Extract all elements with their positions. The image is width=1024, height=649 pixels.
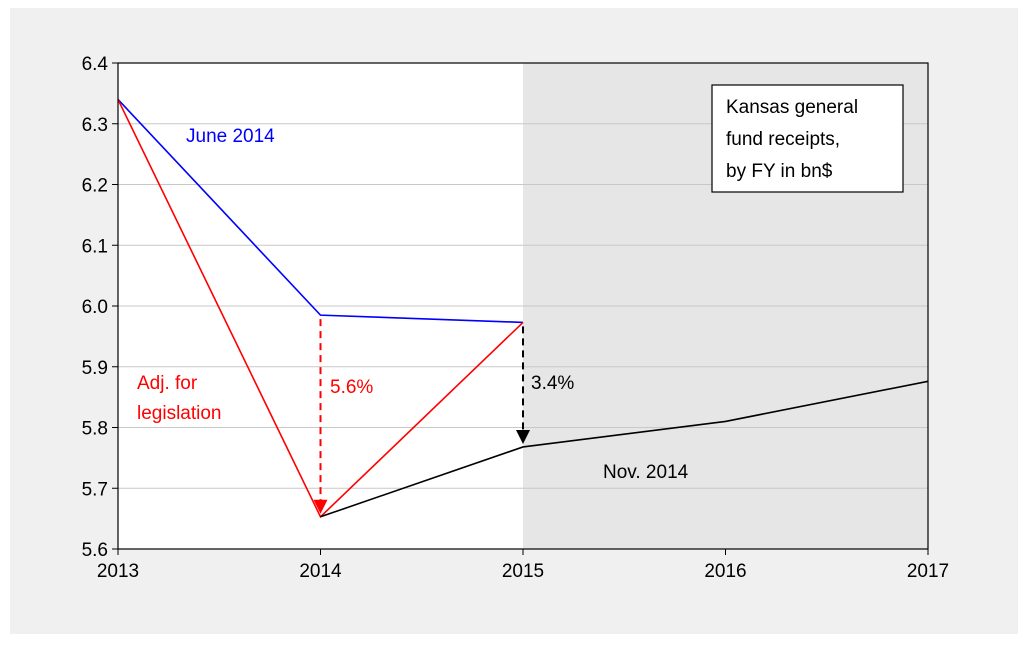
y-tick-label: 5.6 xyxy=(82,540,108,561)
title-box: Kansas general fund receipts, by FY in b… xyxy=(711,84,904,193)
pct-2014-label: 5.6% xyxy=(330,377,373,398)
x-axis: 2013 2014 2015 2016 2017 xyxy=(97,549,949,582)
series-group xyxy=(117,98,929,519)
change-arrow-head xyxy=(516,429,530,444)
nov-2014-label: Nov. 2014 xyxy=(603,462,689,483)
y-tick-label: 5.7 xyxy=(82,479,108,500)
x-tick-label: 2017 xyxy=(907,561,949,582)
y-tick-label: 6.2 xyxy=(82,176,108,197)
y-tick-label: 6.0 xyxy=(82,297,108,318)
title-box-line-2: fund receipts, xyxy=(726,129,840,150)
y-tick-label: 6.1 xyxy=(82,236,108,257)
pct-2015-label: 3.4% xyxy=(531,373,574,394)
x-tick-label: 2015 xyxy=(502,561,544,582)
june-2014-label: June 2014 xyxy=(186,126,275,147)
adj-label-line-2: legislation xyxy=(137,403,222,424)
y-tick-label: 5.9 xyxy=(82,358,108,379)
series-line-june-2014 xyxy=(117,98,524,324)
arrows-group xyxy=(313,319,530,514)
x-tick-label: 2014 xyxy=(299,561,342,582)
y-tick-label: 5.8 xyxy=(82,419,108,440)
y-axis: 5.6 5.7 5.8 5.9 6.0 6.1 6.2 6.3 6.4 xyxy=(82,54,118,561)
x-tick-label: 2013 xyxy=(97,561,139,582)
x-tick-label: 2016 xyxy=(704,561,746,582)
series-line-nov-2014 xyxy=(320,380,929,518)
y-tick-label: 6.4 xyxy=(82,54,109,75)
title-box-line-1: Kansas general xyxy=(726,97,858,118)
change-arrow-head xyxy=(313,499,328,514)
adj-label-line-1: Adj. for xyxy=(137,373,198,394)
y-tick-label: 6.3 xyxy=(82,115,108,136)
title-box-frame xyxy=(711,84,904,193)
title-box-line-3: by FY in bn$ xyxy=(726,161,833,182)
